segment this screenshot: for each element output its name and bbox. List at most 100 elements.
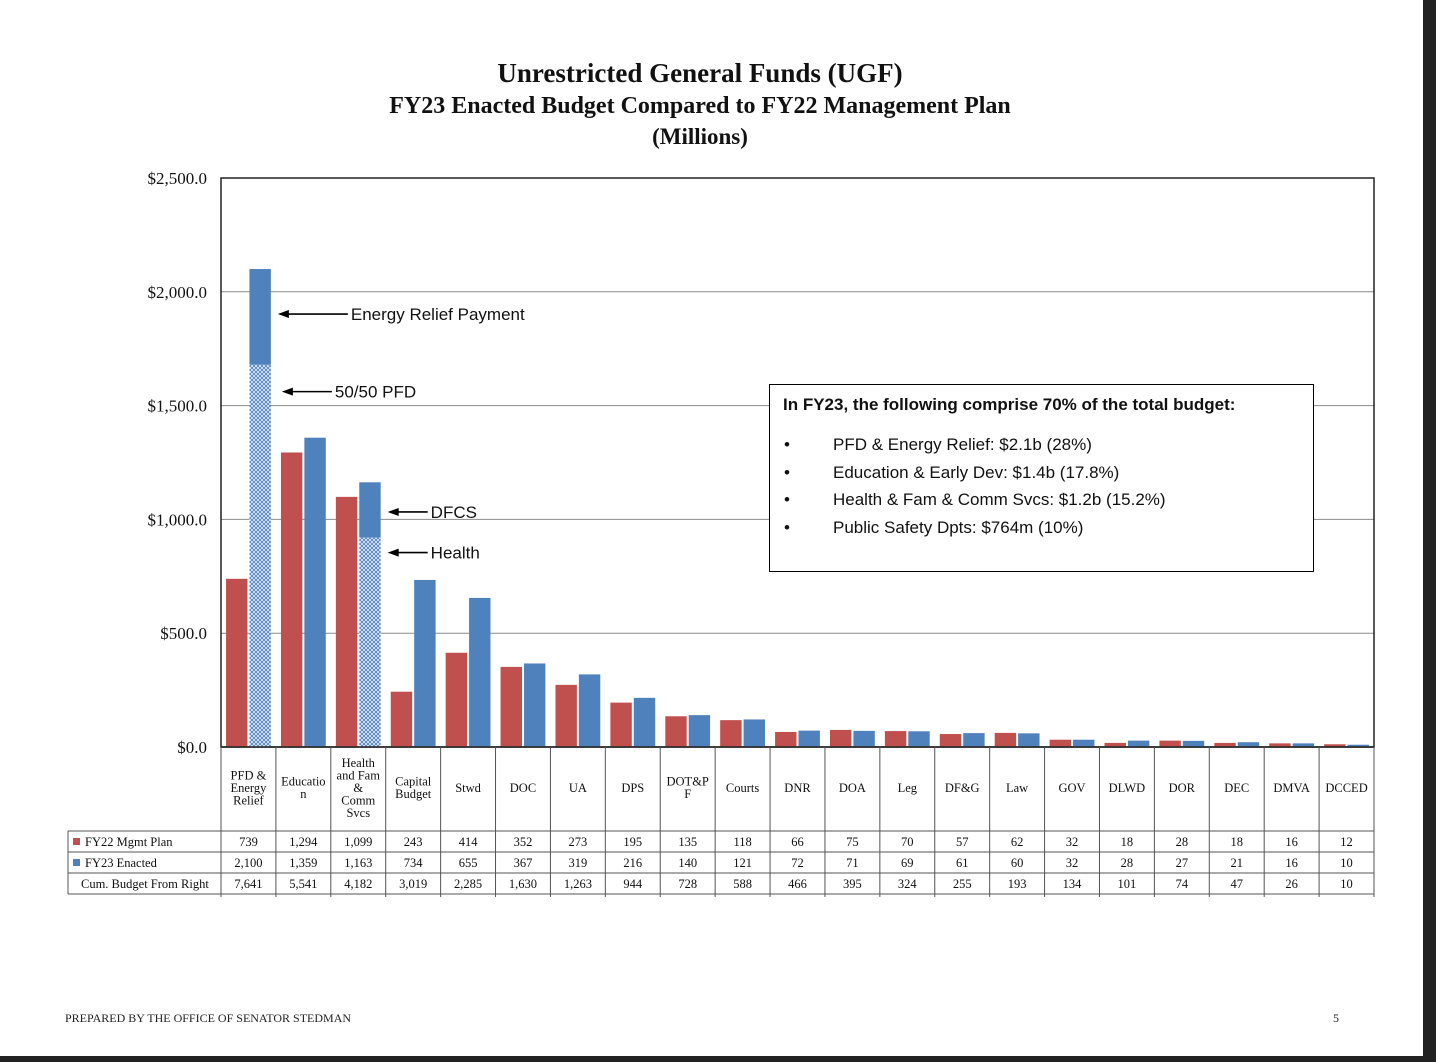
table-cell-value: 10: [1340, 877, 1353, 891]
table-cell-value: 140: [678, 856, 697, 870]
summary-item-text: Health & Fam & Comm Svcs: $1.2b (15.2%): [833, 490, 1166, 509]
table-cell-value: 28: [1176, 835, 1189, 849]
fy22-bar: [280, 452, 303, 747]
fy22-bar: [555, 684, 577, 747]
category-label: Educatio: [281, 775, 325, 789]
fy23-bar: [1292, 743, 1315, 747]
fy22-bar: [610, 702, 632, 747]
fy22-bar: [335, 496, 358, 747]
table-cell-value: 47: [1230, 877, 1243, 891]
fy22-bar: [500, 666, 522, 747]
arrow-head-icon: [281, 387, 293, 396]
table-cell-value: 367: [514, 856, 533, 870]
table-cell-value: 72: [791, 856, 804, 870]
table-cell-value: 944: [623, 877, 643, 891]
table-cell-value: 10: [1340, 856, 1353, 870]
table-cell-value: 135: [678, 835, 697, 849]
table-cell-value: 75: [846, 835, 859, 849]
category-label: and Fam: [337, 768, 381, 782]
bullet-icon: •: [784, 517, 790, 537]
y-tick-label: $0.0: [177, 738, 207, 757]
table-cell-value: 26: [1285, 877, 1298, 891]
table-row-header: Cum. Budget From Right: [81, 877, 209, 891]
table-cell-value: 1,263: [564, 877, 592, 891]
page-edge-bottom: [0, 1056, 1436, 1062]
fy23-bar: [469, 597, 491, 747]
table-cell-value: 395: [843, 877, 862, 891]
page-number: 5: [1333, 1011, 1339, 1025]
fy22-bar: [1214, 742, 1236, 747]
y-tick-label: $2,000.0: [148, 283, 208, 302]
table-cell-value: 1,630: [509, 877, 537, 891]
fy23-bar: [578, 674, 601, 747]
category-label: F: [684, 787, 691, 801]
fy23-bar: [1018, 733, 1040, 747]
category-label: DOC: [510, 781, 536, 795]
y-tick-label: $1,000.0: [148, 510, 208, 529]
bullet-icon: •: [784, 462, 790, 482]
table-cell-value: 7,641: [234, 877, 262, 891]
category-label: Comm: [341, 793, 375, 807]
table-cell-value: 414: [459, 835, 479, 849]
category-label: Budget: [395, 787, 432, 801]
table-cell-value: 32: [1066, 835, 1079, 849]
bullet-icon: •: [784, 435, 790, 454]
legend-swatch-icon: [73, 838, 80, 845]
table-cell-value: 216: [623, 856, 642, 870]
prepared-by-footer: PREPARED BY THE OFFICE OF SENATOR STEDMA…: [65, 1011, 352, 1025]
table-cell-value: 62: [1011, 835, 1024, 849]
summary-item-text: Public Safety Dpts: $764m (10%): [833, 517, 1084, 537]
table-cell-value: 70: [901, 835, 914, 849]
segment-label-upper: DFCS: [431, 503, 477, 522]
table-cell-value: 2,100: [234, 856, 262, 870]
page-edge-right: [1423, 0, 1436, 1062]
table-cell-value: 319: [569, 856, 588, 870]
arrow-head-icon: [277, 310, 289, 319]
fy23-bar: [1347, 744, 1369, 747]
table-cell-value: 193: [1008, 877, 1027, 891]
category-label: UA: [569, 781, 587, 795]
category-label: Relief: [233, 793, 264, 807]
segment-label-lower: Health: [431, 544, 480, 563]
table-cell-value: 71: [846, 856, 859, 870]
table-cell-value: 118: [733, 835, 751, 849]
table-cell-value: 32: [1066, 856, 1079, 870]
table-cell-value: 3,019: [399, 877, 427, 891]
fy23-bar: [633, 697, 656, 747]
table-cell-value: 324: [898, 877, 918, 891]
category-label: DOR: [1169, 781, 1196, 795]
fy23-bar-hatched-segment: [359, 537, 381, 747]
table-cell-value: 588: [733, 877, 752, 891]
legend-label: FY22 Mgmt Plan: [85, 835, 173, 849]
fy22-bar: [884, 731, 907, 747]
fy23-bar-upper-segment: [249, 269, 271, 365]
table-cell-value: 18: [1121, 835, 1134, 849]
fy22-bar: [994, 732, 1017, 747]
category-label: DF&G: [945, 781, 980, 795]
fy22-bar: [1104, 742, 1126, 747]
chart-title: Unrestricted General Funds (UGF): [497, 58, 903, 88]
table-cell-value: 734: [404, 856, 424, 870]
legend-swatch-icon: [73, 859, 80, 866]
fy23-bar: [1073, 739, 1095, 747]
table-cell-value: 5,541: [289, 877, 317, 891]
fy23-bar: [743, 719, 766, 747]
category-label: DMVA: [1273, 781, 1310, 795]
chart-units: (Millions): [652, 124, 748, 149]
table-cell-value: 57: [956, 835, 969, 849]
fy22-bar: [720, 720, 742, 747]
table-cell-value: 12: [1340, 835, 1353, 849]
fy23-bar: [963, 733, 985, 747]
table-cell-value: 69: [901, 856, 914, 870]
category-label: Law: [1006, 781, 1028, 795]
category-label: DNR: [784, 781, 811, 795]
chart-subtitle: FY23 Enacted Budget Compared to FY22 Man…: [389, 93, 1011, 119]
table-cell-value: 61: [956, 856, 969, 870]
arrow-head-icon: [387, 507, 399, 516]
fy23-bar: [414, 579, 436, 747]
category-label: Health: [342, 756, 376, 770]
legend-label: FY23 Enacted: [85, 856, 158, 870]
fy22-bar: [1324, 744, 1346, 747]
summary-heading: In FY23, the following comprise 70% of t…: [783, 395, 1236, 414]
